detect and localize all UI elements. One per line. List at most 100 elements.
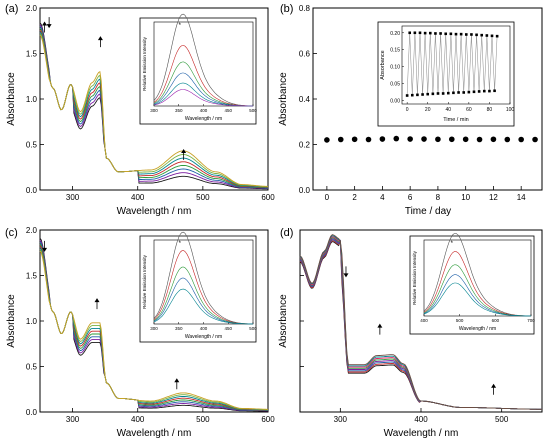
inset-high-point xyxy=(428,31,432,35)
inset-annotation: * xyxy=(451,241,454,247)
inset-high-point xyxy=(454,32,458,36)
inset-high-point xyxy=(444,32,448,36)
inset-low-point xyxy=(467,90,471,94)
trend-arrowhead xyxy=(97,36,103,41)
x-tick-label: 300 xyxy=(66,193,80,202)
inset-low-point xyxy=(416,93,419,97)
data-point xyxy=(435,136,441,143)
y-tick-label: 1.5 xyxy=(26,272,38,281)
y-tick-label: 1.0 xyxy=(26,95,38,104)
trend-arrowhead xyxy=(181,148,187,153)
inset-x-tick-label: 400 xyxy=(420,318,428,323)
inset-low-point xyxy=(462,91,466,94)
x-tick-label: 12 xyxy=(489,193,498,202)
inset-frame xyxy=(139,235,257,343)
inset-high-point xyxy=(418,31,422,35)
inset-y-axis-label: Relative Emission Intensity xyxy=(142,254,147,309)
spectrum-line xyxy=(39,24,268,189)
inset-x-tick-label: 60 xyxy=(466,107,472,113)
inset-y-axis-label: Absorbance xyxy=(380,50,386,79)
spectrum-line xyxy=(39,35,269,187)
inset-y-axis-label: Relative Emission Intensity xyxy=(412,250,417,305)
inset-x-tick-label: 350 xyxy=(175,326,183,331)
inset-x-tick-label: 500 xyxy=(249,108,257,113)
y-tick-label: 0.5 xyxy=(26,363,38,372)
inset-low-point xyxy=(405,94,409,97)
inset-switching-line xyxy=(406,32,498,96)
panel-label: (c) xyxy=(5,227,18,239)
inset-high-point xyxy=(480,33,484,37)
inset-high-point xyxy=(495,34,499,38)
panel-label: (d) xyxy=(280,227,293,239)
inset-high-point xyxy=(434,32,437,35)
inset-high-point xyxy=(464,33,468,36)
inset-low-point xyxy=(441,92,445,95)
inset-emission-line xyxy=(153,288,254,325)
inset-high-point xyxy=(490,34,494,38)
inset-emission-line xyxy=(153,89,253,107)
inset-x-axis-label: Time / min xyxy=(443,117,468,123)
data-point xyxy=(337,136,344,143)
inset-y-tick-label: 0.05 xyxy=(390,82,400,88)
data-point xyxy=(393,135,400,142)
data-point xyxy=(324,137,330,143)
inset-low-point xyxy=(457,91,460,94)
x-tick-label: 400 xyxy=(131,415,145,424)
data-point xyxy=(448,136,455,143)
inset-low-point xyxy=(431,92,435,96)
spectrum-line xyxy=(39,247,268,411)
x-tick-label: 600 xyxy=(261,415,275,424)
x-tick-label: 500 xyxy=(495,415,509,424)
spectrum-line xyxy=(39,26,269,189)
x-axis-label: Time / day xyxy=(405,206,451,217)
inset-high-point xyxy=(459,32,463,36)
inset-annotation: * xyxy=(179,241,182,247)
spectrum-line xyxy=(39,22,268,190)
inset-x-axis-label: Wavelength / nm xyxy=(185,116,222,122)
y-tick-label: 0.8 xyxy=(299,4,311,13)
x-tick-label: 0 xyxy=(325,193,330,202)
inset-x-tick-label: 350 xyxy=(175,108,183,113)
inset-x-tick-label: 0 xyxy=(406,107,409,113)
trend-arrowhead xyxy=(343,273,349,278)
inset-x-tick-label: 400 xyxy=(200,108,208,113)
inset-x-tick-label: 300 xyxy=(150,108,158,113)
y-tick-label: 1.5 xyxy=(26,50,38,59)
inset-y-tick-label: 0.15 xyxy=(390,48,400,54)
x-tick-label: 600 xyxy=(261,193,275,202)
chart-panel-a: (a) Wavelength / nm Absorbance 300 400 500 600… xyxy=(5,3,275,217)
panel-label: (b) xyxy=(280,3,293,15)
x-axis-label: Wavelength / nm xyxy=(117,206,192,217)
inset-low-point xyxy=(426,92,430,96)
trend-arrowhead xyxy=(491,383,497,388)
inset-low-point xyxy=(488,89,491,93)
inset-high-point xyxy=(423,31,427,35)
x-tick-label: 2 xyxy=(352,193,357,202)
data-point xyxy=(351,136,358,143)
data-point xyxy=(365,136,372,143)
inset-annotation: * xyxy=(179,23,182,29)
inset-x-tick-label: 500 xyxy=(456,318,464,323)
spectrum-line xyxy=(299,234,542,410)
data-point xyxy=(421,136,427,142)
y-tick-label: 0.4 xyxy=(299,95,311,104)
inset-low-point xyxy=(482,89,486,93)
spectrum-line xyxy=(39,31,268,188)
spectrum-line xyxy=(39,27,268,189)
inset-frame xyxy=(139,17,257,125)
trend-arrowhead xyxy=(46,24,52,29)
trend-arrowhead xyxy=(377,323,383,328)
y-tick-label: 0.0 xyxy=(26,186,38,195)
spectrum-line xyxy=(39,241,268,411)
inset-x-tick-label: 20 xyxy=(425,107,431,113)
data-point xyxy=(518,136,524,143)
data-point xyxy=(476,136,483,143)
inset-high-point xyxy=(475,33,478,37)
inset-high-point xyxy=(470,33,473,36)
inset-x-axis-label: Wavelength / nm xyxy=(459,326,496,332)
inset-high-point xyxy=(413,31,417,35)
x-tick-label: 8 xyxy=(436,193,441,202)
inset-plot-frame xyxy=(401,25,511,105)
spectrum-line xyxy=(39,33,268,188)
panel-label: (a) xyxy=(5,3,18,15)
